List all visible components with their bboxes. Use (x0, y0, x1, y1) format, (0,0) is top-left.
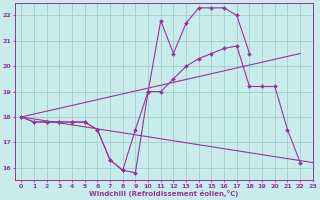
X-axis label: Windchill (Refroidissement éolien,°C): Windchill (Refroidissement éolien,°C) (89, 190, 239, 197)
